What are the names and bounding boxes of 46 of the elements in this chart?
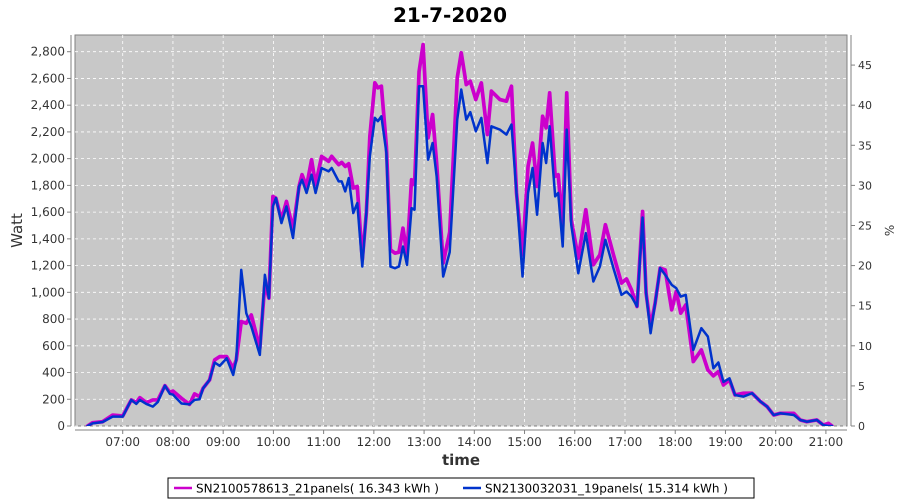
y-tick-label: 1,200	[30, 258, 65, 273]
y-tick-label: 2,400	[30, 98, 65, 112]
x-tick-label: 10:00	[256, 435, 291, 449]
x-tick-label: 12:00	[356, 435, 392, 449]
y2-tick-label: 10	[858, 340, 872, 353]
x-tick-label: 08:00	[156, 435, 190, 449]
y2-tick-label: 5	[858, 380, 865, 393]
y-tick-label: 800	[42, 312, 65, 326]
y2-axis-title: %	[882, 224, 896, 236]
y-tick-label: 400	[42, 366, 65, 380]
y2-tick-label: 25	[858, 219, 872, 232]
x-tick-label: 07:00	[105, 435, 140, 449]
y-tick-label: 1,400	[30, 232, 65, 246]
x-tick-label: 17:00	[608, 435, 642, 449]
y-tick-label: 1,600	[30, 205, 65, 220]
legend-label: SN2130032031_19panels( 15.314 kWh )	[485, 482, 728, 496]
y2-tick-label: 0	[858, 420, 865, 433]
chart-title: 21-7-2020	[392, 3, 508, 27]
y-tick-label: 2,800	[30, 44, 65, 59]
y-tick-label: 1,000	[30, 285, 65, 300]
x-axis-title: time	[442, 451, 480, 469]
y-tick-label: 2,200	[30, 124, 65, 139]
y-tick-label: 1,800	[30, 178, 65, 192]
y2-tick-label: 15	[858, 300, 872, 313]
y2-tick-label: 35	[858, 139, 872, 152]
x-tick-label: 09:00	[206, 435, 240, 449]
y-axis-title: Watt	[8, 212, 26, 248]
y-tick-label: 600	[42, 338, 65, 353]
x-tick-label: 18:00	[658, 435, 693, 449]
y-tick-label: 200	[42, 392, 65, 406]
x-tick-label: 11:00	[306, 435, 341, 449]
x-tick-label: 20:00	[758, 435, 793, 449]
y-tick-label: 0	[57, 419, 65, 433]
x-tick-label: 19:00	[708, 435, 743, 449]
y2-tick-label: 40	[858, 99, 872, 112]
y-tick-label: 2,000	[30, 152, 65, 166]
y2-tick-label: 45	[858, 59, 872, 72]
x-tick-label: 16:00	[557, 435, 592, 449]
legend-label: SN2100578613_21panels( 16.343 kWh )	[196, 482, 439, 496]
x-tick-label: 13:00	[406, 435, 442, 449]
y2-tick-label: 20	[858, 260, 872, 273]
x-tick-label: 15:00	[507, 435, 542, 449]
x-tick-label: 14:00	[457, 435, 492, 449]
y2-tick-label: 30	[858, 179, 872, 192]
y-tick-label: 2,600	[30, 71, 65, 86]
x-tick-label: 21:00	[808, 435, 844, 449]
